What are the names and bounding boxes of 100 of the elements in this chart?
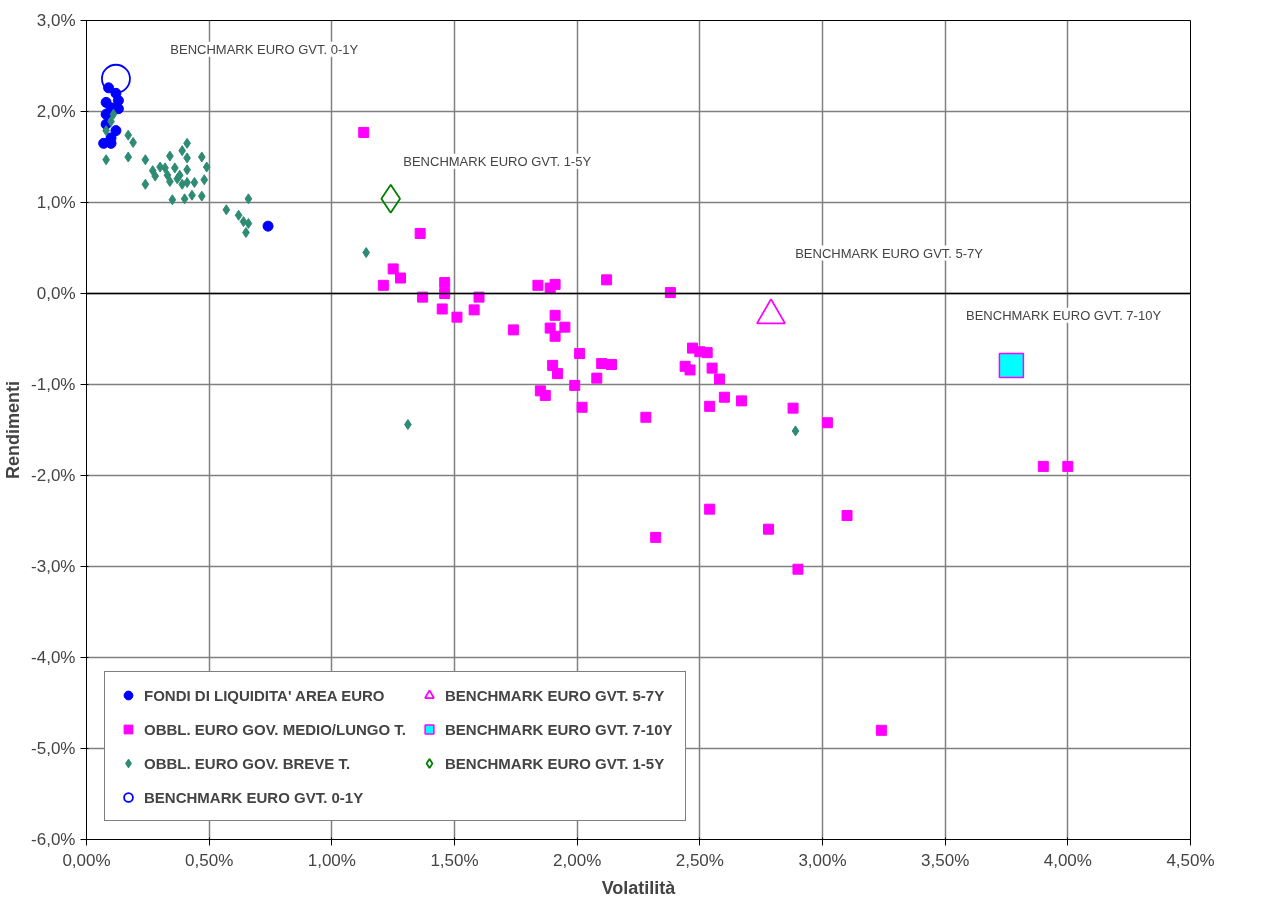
point: [190, 176, 199, 188]
point: [713, 373, 725, 385]
annotation: BENCHMARK EURO GVT. 7-10Y: [966, 307, 1162, 323]
y-tick-label: 1,0%: [36, 193, 76, 212]
y-tick-label: -5,0%: [31, 739, 76, 758]
y-tick-label: -4,0%: [31, 648, 76, 667]
point: [763, 523, 775, 535]
x-tick-label: 3,00%: [798, 850, 847, 870]
point: [468, 304, 480, 316]
point: [414, 227, 426, 239]
point: [178, 145, 187, 157]
point: [701, 347, 713, 359]
y-axis-title: Rendimenti: [3, 380, 24, 479]
x-tick-label: 0,50%: [185, 850, 234, 870]
point: [377, 279, 389, 291]
point: [395, 272, 407, 284]
point: [998, 352, 1025, 379]
y-tick-label: -1,0%: [31, 375, 76, 394]
point: [706, 362, 718, 374]
point: [704, 503, 716, 515]
point: [141, 178, 150, 190]
point: [244, 193, 253, 205]
point: [507, 324, 519, 336]
point: [1062, 460, 1074, 472]
x-tick-label: 4,00%: [1043, 850, 1092, 870]
point: [244, 217, 253, 229]
point: [436, 303, 448, 315]
annotation: BENCHMARK EURO GVT. 0-1Y: [170, 41, 359, 57]
point: [549, 330, 561, 342]
y-tick-label: 2,0%: [36, 102, 76, 121]
point: [451, 311, 463, 323]
x-axis-title: Volatilità: [601, 877, 677, 898]
x-tick-label: 1,50%: [430, 850, 479, 870]
point: [606, 358, 618, 370]
point: [110, 125, 122, 137]
point: [736, 395, 748, 407]
point: [197, 151, 206, 163]
legend-label: BENCHMARK EURO GVT. 0-1Y: [144, 788, 364, 806]
point: [141, 154, 150, 166]
point: [650, 531, 662, 543]
point: [358, 126, 370, 138]
point: [1037, 460, 1049, 472]
point: [101, 63, 131, 94]
annotation: BENCHMARK EURO GVT. 5-7Y: [795, 245, 984, 261]
point: [640, 411, 652, 423]
point: [841, 510, 853, 522]
point: [704, 400, 716, 412]
x-tick-label: 0,00%: [62, 850, 111, 870]
annotation: BENCHMARK EURO GVT. 1-5Y: [403, 153, 592, 169]
point: [124, 129, 133, 141]
point: [591, 372, 603, 384]
legend-label: OBBL. EURO GOV. BREVE T.: [144, 754, 351, 772]
point: [549, 278, 561, 290]
point: [362, 247, 371, 259]
x-tick-label: 1,00%: [307, 850, 356, 870]
point: [439, 277, 451, 289]
point: [262, 220, 274, 232]
legend-label: BENCHMARK EURO GVT. 1-5Y: [444, 754, 665, 772]
legend-label: BENCHMARK EURO GVT. 5-7Y: [444, 686, 665, 704]
point: [821, 417, 833, 429]
point: [387, 263, 399, 275]
point: [439, 288, 451, 299]
point: [684, 364, 696, 376]
point: [222, 204, 231, 216]
point: [539, 389, 551, 401]
point: [124, 151, 133, 163]
point: [792, 563, 804, 575]
point: [473, 291, 485, 303]
point: [718, 391, 730, 403]
point: [664, 287, 676, 299]
point: [875, 724, 887, 736]
point: [574, 348, 586, 360]
x-tick-label: 2,50%: [675, 850, 724, 870]
point: [109, 108, 118, 120]
point: [180, 193, 189, 205]
legend-label: FONDI DI LIQUIDITA' AREA EURO: [144, 686, 385, 704]
y-tick-label: -3,0%: [31, 557, 76, 576]
legend-label: BENCHMARK EURO GVT. 7-10Y: [444, 720, 673, 738]
x-tick-label: 3,50%: [921, 850, 970, 870]
y-tick-label: 3,0%: [36, 11, 76, 30]
x-tick-label: 2,00%: [553, 850, 602, 870]
y-tick-label: -6,0%: [31, 830, 76, 849]
point: [170, 162, 179, 174]
point: [202, 161, 211, 173]
point: [417, 291, 429, 303]
point: [601, 274, 613, 286]
point: [791, 425, 800, 437]
point: [168, 194, 177, 206]
point: [175, 169, 184, 181]
y-tick-label: -2,0%: [31, 466, 76, 485]
point: [569, 379, 581, 391]
point: [197, 190, 206, 202]
point: [787, 402, 799, 414]
legend-label: OBBL. EURO GOV. MEDIO/LUNGO T.: [144, 720, 406, 738]
point: [234, 209, 243, 221]
point: [559, 321, 571, 333]
x-tick-label: 4,50%: [1166, 850, 1215, 870]
point: [552, 368, 564, 380]
point: [532, 279, 544, 291]
y-tick-label: 0,0%: [36, 284, 76, 303]
